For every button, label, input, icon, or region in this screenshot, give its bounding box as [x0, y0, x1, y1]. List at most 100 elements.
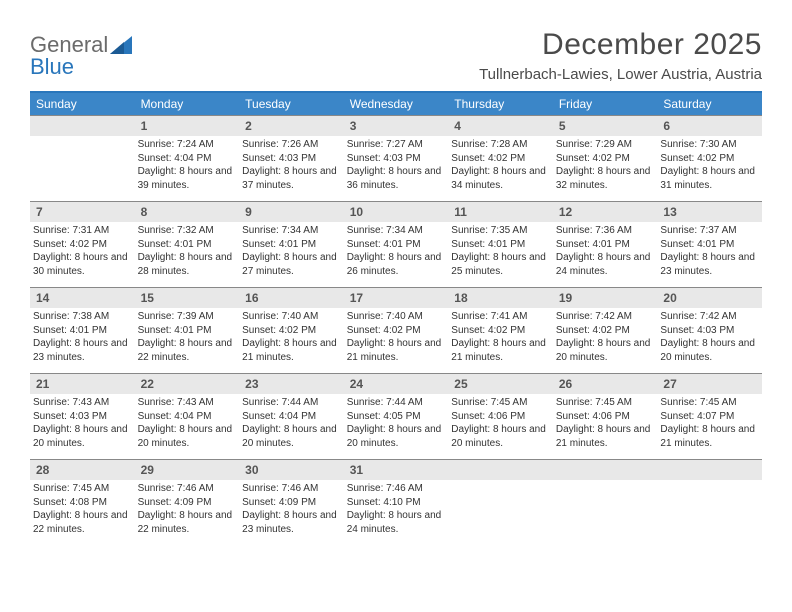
sunset-text: Sunset: 4:01 PM [138, 238, 237, 252]
calendar-day-cell: 12Sunrise: 7:36 AMSunset: 4:01 PMDayligh… [553, 201, 658, 287]
sunset-text: Sunset: 4:02 PM [556, 324, 655, 338]
daylight-text: Daylight: 8 hours and 27 minutes. [242, 251, 341, 278]
day-number: 25 [448, 374, 553, 394]
daylight-text: Daylight: 8 hours and 23 minutes. [660, 251, 759, 278]
calendar-empty-cell [448, 459, 553, 545]
sunrise-text: Sunrise: 7:40 AM [347, 310, 446, 324]
day-number: 20 [657, 288, 762, 308]
sunset-text: Sunset: 4:01 PM [347, 238, 446, 252]
sunset-text: Sunset: 4:02 PM [33, 238, 132, 252]
sunrise-text: Sunrise: 7:45 AM [33, 482, 132, 496]
daylight-text: Daylight: 8 hours and 21 minutes. [556, 423, 655, 450]
calendar-day-cell: 29Sunrise: 7:46 AMSunset: 4:09 PMDayligh… [135, 459, 240, 545]
sunrise-text: Sunrise: 7:34 AM [347, 224, 446, 238]
sunset-text: Sunset: 4:01 PM [242, 238, 341, 252]
daylight-text: Daylight: 8 hours and 39 minutes. [138, 165, 237, 192]
sunset-text: Sunset: 4:06 PM [556, 410, 655, 424]
sunrise-text: Sunrise: 7:46 AM [347, 482, 446, 496]
daylight-text: Daylight: 8 hours and 34 minutes. [451, 165, 550, 192]
daynum-empty [30, 116, 135, 136]
sunrise-text: Sunrise: 7:41 AM [451, 310, 550, 324]
calendar-day-cell: 2Sunrise: 7:26 AMSunset: 4:03 PMDaylight… [239, 115, 344, 201]
daylight-text: Daylight: 8 hours and 26 minutes. [347, 251, 446, 278]
sunrise-text: Sunrise: 7:42 AM [556, 310, 655, 324]
calendar-day-cell: 4Sunrise: 7:28 AMSunset: 4:02 PMDaylight… [448, 115, 553, 201]
daylight-text: Daylight: 8 hours and 20 minutes. [556, 337, 655, 364]
day-number: 10 [344, 202, 449, 222]
calendar-day-cell: 22Sunrise: 7:43 AMSunset: 4:04 PMDayligh… [135, 373, 240, 459]
sunrise-text: Sunrise: 7:34 AM [242, 224, 341, 238]
daylight-text: Daylight: 8 hours and 37 minutes. [242, 165, 341, 192]
calendar-empty-cell [553, 459, 658, 545]
day-number: 13 [657, 202, 762, 222]
day-number: 31 [344, 460, 449, 480]
sunrise-text: Sunrise: 7:38 AM [33, 310, 132, 324]
sunset-text: Sunset: 4:06 PM [451, 410, 550, 424]
day-number: 29 [135, 460, 240, 480]
calendar-day-cell: 20Sunrise: 7:42 AMSunset: 4:03 PMDayligh… [657, 287, 762, 373]
calendar-day-cell: 16Sunrise: 7:40 AMSunset: 4:02 PMDayligh… [239, 287, 344, 373]
sunrise-text: Sunrise: 7:28 AM [451, 138, 550, 152]
daylight-text: Daylight: 8 hours and 24 minutes. [347, 509, 446, 536]
brand-blue-row: Blue [30, 54, 74, 80]
daylight-text: Daylight: 8 hours and 22 minutes. [138, 509, 237, 536]
day-number: 23 [239, 374, 344, 394]
daylight-text: Daylight: 8 hours and 20 minutes. [451, 423, 550, 450]
sunset-text: Sunset: 4:04 PM [242, 410, 341, 424]
sunset-text: Sunset: 4:04 PM [138, 152, 237, 166]
sunset-text: Sunset: 4:02 PM [451, 324, 550, 338]
daylight-text: Daylight: 8 hours and 25 minutes. [451, 251, 550, 278]
sunrise-text: Sunrise: 7:39 AM [138, 310, 237, 324]
daylight-text: Daylight: 8 hours and 23 minutes. [242, 509, 341, 536]
sunset-text: Sunset: 4:03 PM [242, 152, 341, 166]
calendar-day-cell: 27Sunrise: 7:45 AMSunset: 4:07 PMDayligh… [657, 373, 762, 459]
sunset-text: Sunset: 4:05 PM [347, 410, 446, 424]
dow-header: Sunday [30, 93, 135, 115]
day-number: 17 [344, 288, 449, 308]
sunset-text: Sunset: 4:01 PM [451, 238, 550, 252]
sunset-text: Sunset: 4:09 PM [242, 496, 341, 510]
calendar-empty-cell [657, 459, 762, 545]
day-number: 19 [553, 288, 658, 308]
calendar-day-cell: 18Sunrise: 7:41 AMSunset: 4:02 PMDayligh… [448, 287, 553, 373]
dow-header: Friday [553, 93, 658, 115]
calendar-day-cell: 9Sunrise: 7:34 AMSunset: 4:01 PMDaylight… [239, 201, 344, 287]
daynum-empty [657, 460, 762, 480]
calendar-day-cell: 19 Sunrise: 7:42 AMSunset: 4:02 PMDayligh… [553, 287, 658, 373]
sunrise-text: Sunrise: 7:42 AM [660, 310, 759, 324]
daylight-text: Daylight: 8 hours and 20 minutes. [138, 423, 237, 450]
calendar-day-cell: 24Sunrise: 7:44 AMSunset: 4:05 PMDayligh… [344, 373, 449, 459]
sunrise-text: Sunrise: 7:32 AM [138, 224, 237, 238]
daylight-text: Daylight: 8 hours and 30 minutes. [33, 251, 132, 278]
sunset-text: Sunset: 4:04 PM [138, 410, 237, 424]
brand-blue: Blue [30, 54, 74, 79]
day-number: 11 [448, 202, 553, 222]
calendar-day-cell: 21Sunrise: 7:43 AMSunset: 4:03 PMDayligh… [30, 373, 135, 459]
day-number: 22 [135, 374, 240, 394]
sunset-text: Sunset: 4:02 PM [556, 152, 655, 166]
sunrise-text: Sunrise: 7:46 AM [138, 482, 237, 496]
daylight-text: Daylight: 8 hours and 28 minutes. [138, 251, 237, 278]
calendar-empty-cell [30, 115, 135, 201]
day-number: 6 [657, 116, 762, 136]
sunrise-text: Sunrise: 7:44 AM [347, 396, 446, 410]
day-number: 4 [448, 116, 553, 136]
day-number: 14 [30, 288, 135, 308]
sunset-text: Sunset: 4:02 PM [660, 152, 759, 166]
dow-header: Saturday [657, 93, 762, 115]
sunrise-text: Sunrise: 7:45 AM [451, 396, 550, 410]
daylight-text: Daylight: 8 hours and 22 minutes. [33, 509, 132, 536]
calendar-day-cell: 17Sunrise: 7:40 AMSunset: 4:02 PMDayligh… [344, 287, 449, 373]
daylight-text: Daylight: 8 hours and 21 minutes. [242, 337, 341, 364]
day-number: 8 [135, 202, 240, 222]
sunset-text: Sunset: 4:01 PM [138, 324, 237, 338]
daylight-text: Daylight: 8 hours and 32 minutes. [556, 165, 655, 192]
dow-header: Wednesday [344, 93, 449, 115]
calendar-grid: SundayMondayTuesdayWednesdayThursdayFrid… [30, 91, 762, 545]
sunset-text: Sunset: 4:02 PM [242, 324, 341, 338]
sunset-text: Sunset: 4:10 PM [347, 496, 446, 510]
calendar-day-cell: 26Sunrise: 7:45 AMSunset: 4:06 PMDayligh… [553, 373, 658, 459]
sunrise-text: Sunrise: 7:44 AM [242, 396, 341, 410]
day-number: 15 [135, 288, 240, 308]
sunrise-text: Sunrise: 7:26 AM [242, 138, 341, 152]
